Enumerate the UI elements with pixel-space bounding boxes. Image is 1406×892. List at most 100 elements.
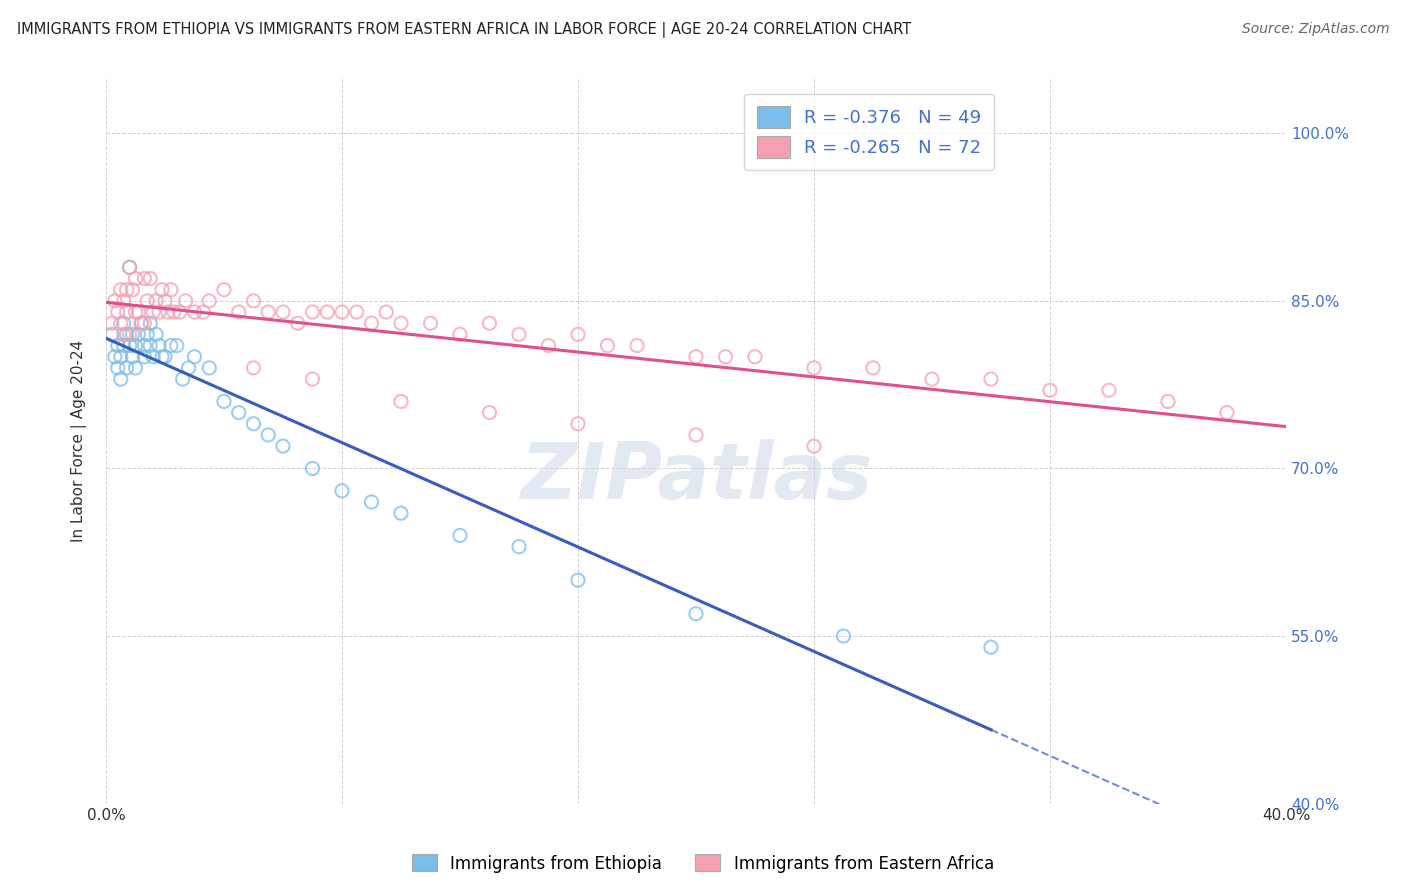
Point: [110, 372, 132, 386]
Point: [478, 406, 501, 420]
Point: [360, 495, 382, 509]
Point: [136, 327, 159, 342]
Point: [118, 260, 141, 275]
Point: [714, 350, 737, 364]
Point: [148, 305, 170, 319]
Point: [169, 305, 191, 319]
Point: [121, 327, 143, 342]
Point: [115, 283, 138, 297]
Point: [134, 350, 156, 364]
Point: [316, 305, 339, 319]
Point: [567, 327, 589, 342]
Legend: Immigrants from Ethiopia, Immigrants from Eastern Africa: Immigrants from Ethiopia, Immigrants fro…: [405, 847, 1001, 880]
Point: [198, 360, 221, 375]
Point: [156, 305, 179, 319]
Point: [832, 629, 855, 643]
Point: [127, 305, 149, 319]
Point: [112, 338, 135, 352]
Point: [112, 327, 135, 342]
Point: [389, 394, 412, 409]
Point: [257, 428, 280, 442]
Point: [150, 350, 173, 364]
Point: [183, 305, 205, 319]
Point: [127, 327, 149, 342]
Point: [537, 338, 560, 352]
Point: [124, 360, 146, 375]
Point: [104, 350, 127, 364]
Point: [346, 305, 368, 319]
Point: [212, 394, 235, 409]
Point: [330, 483, 353, 498]
Point: [980, 640, 1002, 655]
Point: [921, 372, 943, 386]
Point: [145, 293, 167, 308]
Point: [177, 360, 200, 375]
Point: [257, 305, 280, 319]
Text: ZIPatlas: ZIPatlas: [520, 439, 872, 515]
Point: [112, 316, 135, 330]
Point: [112, 293, 135, 308]
Point: [228, 305, 250, 319]
Point: [1216, 406, 1239, 420]
Point: [389, 506, 412, 520]
Point: [121, 350, 143, 364]
Point: [153, 293, 176, 308]
Point: [685, 350, 707, 364]
Point: [685, 607, 707, 621]
Point: [145, 327, 167, 342]
Point: [153, 350, 176, 364]
Point: [193, 305, 215, 319]
Point: [803, 360, 825, 375]
Point: [198, 293, 221, 308]
Point: [107, 360, 129, 375]
Point: [980, 372, 1002, 386]
Point: [183, 350, 205, 364]
Point: [1039, 384, 1062, 398]
Point: [118, 260, 141, 275]
Point: [110, 283, 132, 297]
Point: [115, 360, 138, 375]
Point: [101, 327, 124, 342]
Point: [142, 350, 165, 364]
Point: [567, 573, 589, 587]
Point: [242, 417, 264, 431]
Point: [160, 338, 183, 352]
Point: [360, 316, 382, 330]
Point: [163, 305, 186, 319]
Point: [172, 372, 194, 386]
Point: [212, 283, 235, 297]
Point: [803, 439, 825, 453]
Point: [124, 271, 146, 285]
Point: [242, 293, 264, 308]
Point: [1157, 394, 1180, 409]
Point: [419, 316, 441, 330]
Point: [139, 271, 162, 285]
Text: Source: ZipAtlas.com: Source: ZipAtlas.com: [1241, 22, 1389, 37]
Point: [118, 327, 141, 342]
Point: [301, 461, 323, 475]
Point: [134, 338, 156, 352]
Point: [166, 338, 188, 352]
Point: [150, 283, 173, 297]
Point: [567, 417, 589, 431]
Point: [301, 305, 323, 319]
Point: [110, 350, 132, 364]
Point: [301, 372, 323, 386]
Point: [148, 338, 170, 352]
Point: [118, 338, 141, 352]
Point: [271, 305, 294, 319]
Point: [134, 316, 156, 330]
Point: [330, 305, 353, 319]
Point: [136, 293, 159, 308]
Point: [242, 360, 264, 375]
Point: [508, 327, 530, 342]
Point: [287, 316, 309, 330]
Point: [107, 338, 129, 352]
Point: [389, 316, 412, 330]
Y-axis label: In Labor Force | Age 20-24: In Labor Force | Age 20-24: [72, 339, 87, 541]
Point: [142, 305, 165, 319]
Point: [104, 293, 127, 308]
Point: [131, 316, 153, 330]
Point: [375, 305, 398, 319]
Point: [744, 350, 766, 364]
